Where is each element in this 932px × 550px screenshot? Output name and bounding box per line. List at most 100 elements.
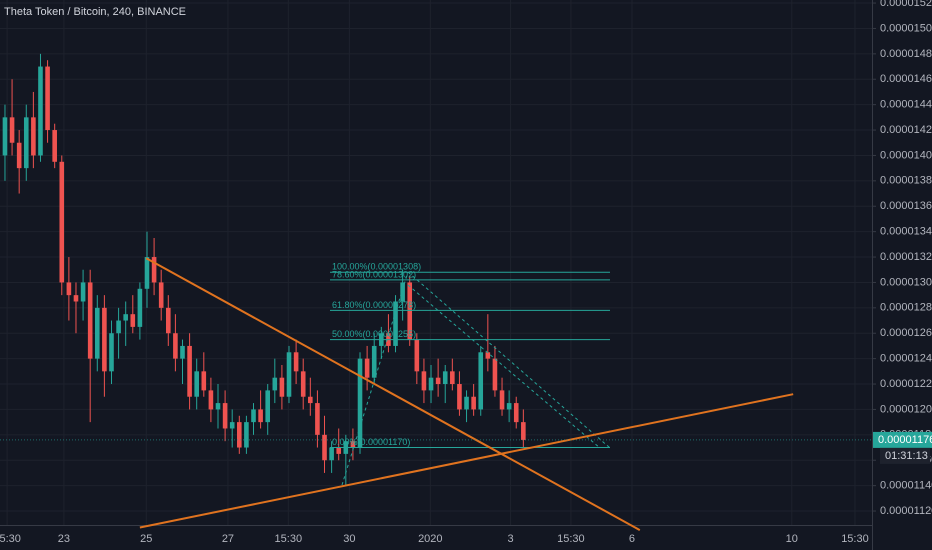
candle-body <box>400 282 405 302</box>
candle-body <box>450 371 455 385</box>
x-tick-label: 15:30 <box>0 533 21 545</box>
fib-label: 0.00%(0.00001170) <box>332 437 410 447</box>
candle-body <box>371 345 377 378</box>
candle-body <box>293 352 299 372</box>
candle-body <box>201 371 207 391</box>
candle-body <box>87 282 93 359</box>
candle-body <box>428 377 434 391</box>
candle-body <box>52 130 57 162</box>
candle-body <box>222 403 228 429</box>
y-tick-label: 0.00001140 <box>880 480 932 492</box>
candle-body <box>165 307 171 334</box>
trend-line <box>145 257 641 531</box>
y-tick-label: 0.00001520 <box>880 0 932 9</box>
candle-body <box>315 403 320 435</box>
last-price-label: 0.00001176 <box>878 434 932 446</box>
candle-body <box>478 352 484 410</box>
x-tick-label: 23 <box>58 533 70 545</box>
x-tick-label: 15:30 <box>275 533 303 545</box>
candle-body <box>499 390 505 410</box>
chart-title: Theta Token / Bitcoin, 240, BINANCE <box>4 6 186 18</box>
candle-body <box>187 345 192 397</box>
candle-body <box>66 282 72 296</box>
candle-body <box>45 66 50 131</box>
candle-body <box>151 257 157 283</box>
fib-trend <box>341 271 409 486</box>
candle-body <box>244 422 249 448</box>
candle-body <box>471 396 476 410</box>
candle-body <box>173 333 178 359</box>
candle-body <box>464 396 469 410</box>
candle-body <box>457 384 462 410</box>
candle-body <box>109 333 114 372</box>
candle-body <box>59 161 65 283</box>
candle-body <box>513 403 519 423</box>
candle-body <box>421 371 427 391</box>
candle-body <box>194 371 199 397</box>
candle-body <box>16 142 22 169</box>
candle-body <box>38 66 43 156</box>
candle-body <box>329 447 334 461</box>
candle-body <box>144 257 150 289</box>
candle-body <box>272 377 278 391</box>
candle-body <box>130 314 136 327</box>
candle-body <box>31 117 36 156</box>
x-tick-label: 3 <box>507 533 513 545</box>
candle-body <box>116 320 121 334</box>
candle-body <box>2 117 8 156</box>
candle-body <box>137 288 143 327</box>
candle-body <box>286 352 292 397</box>
x-tick-label: 30 <box>343 533 355 545</box>
y-tick-label: 0.00001120 <box>880 505 932 517</box>
candle-body <box>485 352 491 359</box>
candle-body <box>506 403 512 410</box>
last-price-box <box>873 431 932 448</box>
x-tick-label: 15:30 <box>841 533 869 545</box>
trend-line <box>139 393 794 529</box>
grid <box>0 0 872 525</box>
candle-body <box>23 117 29 169</box>
x-tick-label: 6 <box>629 533 635 545</box>
x-tick-label: 15:30 <box>557 533 585 545</box>
x-tick-label: 2020 <box>418 533 442 545</box>
fib-trend <box>407 271 611 449</box>
x-tick-label: 10 <box>786 533 798 545</box>
x-tick-label: 25 <box>140 533 152 545</box>
candle-body <box>322 434 327 461</box>
candle-body <box>73 295 79 302</box>
candle-body <box>265 390 271 423</box>
candle-body <box>251 409 256 423</box>
x-tick-label: 27 <box>222 533 234 545</box>
candle-body <box>279 377 285 397</box>
candle-body <box>9 117 15 143</box>
candle-body <box>435 377 441 385</box>
candle-body <box>492 358 498 391</box>
countdown-box <box>880 447 930 464</box>
candle-body <box>364 358 370 378</box>
candle-body <box>158 282 164 308</box>
candle-body <box>215 403 221 410</box>
countdown: 01:31:13 <box>885 450 928 462</box>
candle-body <box>94 307 100 359</box>
candle-body <box>336 447 342 454</box>
candle-body <box>407 282 413 340</box>
candle-body <box>442 371 448 385</box>
fib-label: 100.00%(0.00001308) <box>332 262 421 272</box>
candle-body <box>80 282 86 302</box>
candle-body <box>308 396 313 404</box>
